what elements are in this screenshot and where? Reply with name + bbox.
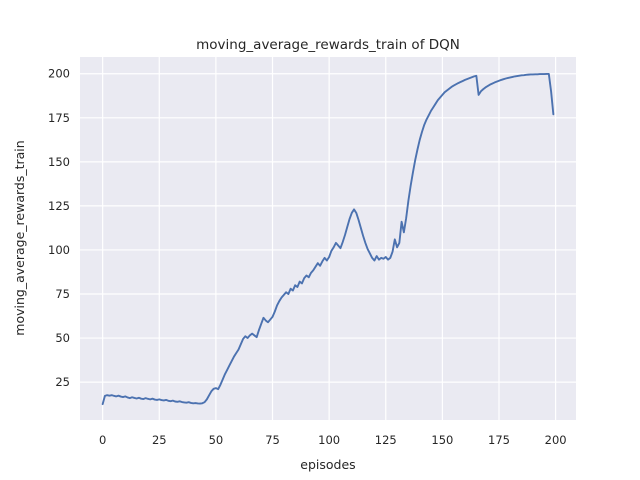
x-tick-label: 100 (318, 433, 340, 447)
chart-title: moving_average_rewards_train of DQN (196, 37, 460, 53)
y-tick-label: 100 (48, 243, 70, 257)
x-tick-label: 0 (99, 433, 106, 447)
y-tick-label: 25 (55, 375, 70, 389)
x-tick-label: 150 (431, 433, 453, 447)
x-axis-label: episodes (300, 457, 355, 472)
y-tick-label: 125 (48, 199, 70, 213)
y-axis-label: moving_average_rewards_train (12, 140, 27, 335)
plot-layer: 0 25 50 75 100 125 150 175 200 25 50 75 100 125 150 175… (48, 57, 576, 447)
x-tick-label: 50 (209, 433, 224, 447)
x-tick-label: 75 (265, 433, 280, 447)
plot-area (80, 57, 576, 420)
y-tick-label: 50 (55, 331, 70, 345)
y-tick-label: 150 (48, 155, 70, 169)
x-tick-label: 25 (152, 433, 167, 447)
x-tick-label: 200 (545, 433, 567, 447)
x-tick-label: 125 (375, 433, 397, 447)
series-line (101, 72, 555, 406)
y-tick-label: 200 (48, 67, 70, 81)
y-tick-label: 75 (55, 287, 70, 301)
y-tick-label: 175 (48, 111, 70, 125)
x-tick-label: 175 (488, 433, 510, 447)
